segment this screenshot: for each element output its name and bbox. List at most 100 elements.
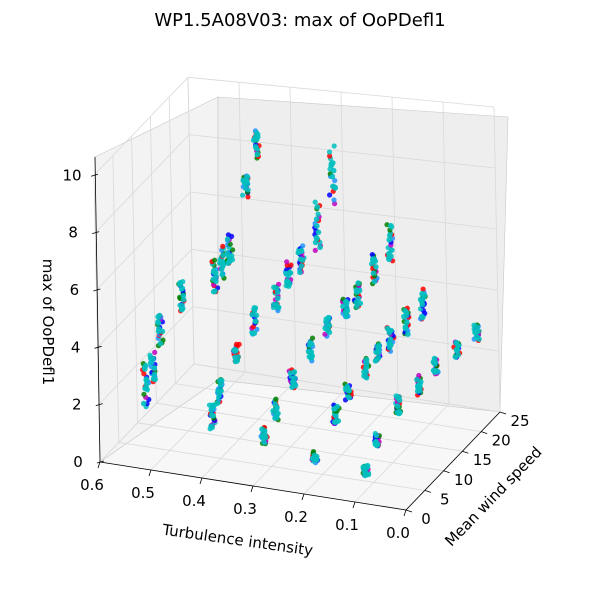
data-point: [363, 374, 370, 381]
y-tick-mark: [499, 411, 507, 415]
z-tick-mark: [95, 403, 103, 407]
x-tick-label: 0.3: [233, 500, 257, 518]
z-tick-mark: [92, 231, 100, 235]
data-point: [213, 278, 219, 285]
grid-line-z: [99, 363, 195, 463]
y-tick-label: 5: [440, 490, 450, 508]
data-point: [250, 137, 257, 143]
data-point: [315, 229, 322, 235]
data-point: [311, 452, 318, 459]
x-tick-mark: [148, 469, 152, 477]
data-point: [252, 144, 259, 150]
data-point: [419, 314, 426, 321]
data-point: [254, 131, 261, 138]
data-point: [404, 319, 410, 326]
z-tick-mark: [93, 288, 101, 292]
data-point: [284, 259, 290, 265]
data-point: [252, 318, 259, 325]
data-point: [386, 342, 393, 348]
data-point: [434, 368, 440, 374]
data-point: [373, 442, 380, 449]
data-point: [155, 328, 162, 335]
data-point: [300, 243, 306, 249]
data-point: [373, 264, 379, 270]
data-point: [217, 382, 224, 389]
data-point: [416, 372, 422, 379]
data-point: [332, 178, 338, 184]
z-tick-label: 6: [70, 281, 80, 299]
data-point: [298, 248, 305, 254]
grid-line-z: [96, 191, 191, 291]
data-point: [208, 423, 214, 430]
data-point: [210, 412, 216, 419]
data-point: [147, 360, 154, 366]
grid-line-x: [238, 82, 246, 373]
data-point: [262, 431, 268, 438]
data-point: [151, 365, 158, 371]
data-point: [389, 247, 395, 253]
data-point: [326, 149, 333, 155]
data-point: [220, 243, 226, 249]
data-point: [397, 410, 403, 416]
data-point: [403, 309, 410, 316]
y-tick-label: 10: [454, 471, 473, 489]
data-point: [312, 199, 318, 205]
data-point: [346, 394, 352, 401]
data-point: [142, 362, 149, 369]
data-point: [283, 270, 289, 277]
grid-line-x: [354, 403, 450, 503]
data-point: [476, 336, 482, 342]
data-point: [275, 295, 281, 302]
x-tick-label: 0.5: [131, 484, 155, 502]
grid-line-x: [289, 87, 297, 381]
data-point: [317, 244, 323, 251]
data-point: [308, 340, 314, 347]
y-axis-label: Mean wind speed: [441, 443, 545, 550]
data-point: [344, 299, 350, 306]
data-point: [369, 252, 375, 258]
x-tick-mark: [97, 461, 101, 469]
data-point: [313, 457, 319, 463]
grid-line-z: [98, 306, 194, 405]
x-tick-label: 0.2: [284, 508, 308, 526]
data-point: [312, 247, 318, 253]
x-tick-label: 0.1: [335, 516, 359, 534]
grid-line-z: [192, 306, 499, 352]
grid-line-x: [150, 371, 246, 471]
data-point: [143, 381, 150, 388]
data-point: [454, 340, 460, 347]
grid-line-x: [442, 102, 450, 405]
data-point: [375, 344, 382, 350]
data-point: [180, 293, 187, 299]
z-tick-mark: [96, 460, 105, 464]
data-point: [141, 391, 147, 397]
grid-line-z: [191, 248, 498, 291]
data-point: [370, 258, 377, 265]
data-point: [340, 303, 346, 310]
data-point: [373, 432, 380, 439]
x-tick-mark: [301, 493, 305, 501]
grid-line-y: [131, 136, 138, 423]
data-point: [384, 325, 391, 332]
data-point: [143, 376, 150, 383]
grid-line-x: [391, 97, 399, 397]
data-point: [371, 278, 378, 285]
grid-line-z: [189, 134, 496, 169]
data-point: [386, 237, 393, 243]
z-tick-label: 0: [73, 453, 83, 471]
data-point: [251, 306, 257, 313]
data-point: [394, 403, 401, 409]
data-point: [224, 236, 231, 243]
data-point: [272, 415, 278, 422]
data-point: [333, 413, 339, 419]
data-point: [322, 331, 328, 337]
y-tick-mark: [462, 450, 469, 454]
data-point: [150, 376, 157, 382]
data-point: [274, 404, 280, 411]
data-point: [288, 262, 294, 268]
data-point: [155, 320, 162, 326]
data-point: [151, 371, 158, 378]
y-tick-mark: [443, 470, 450, 474]
data-point: [179, 285, 186, 292]
